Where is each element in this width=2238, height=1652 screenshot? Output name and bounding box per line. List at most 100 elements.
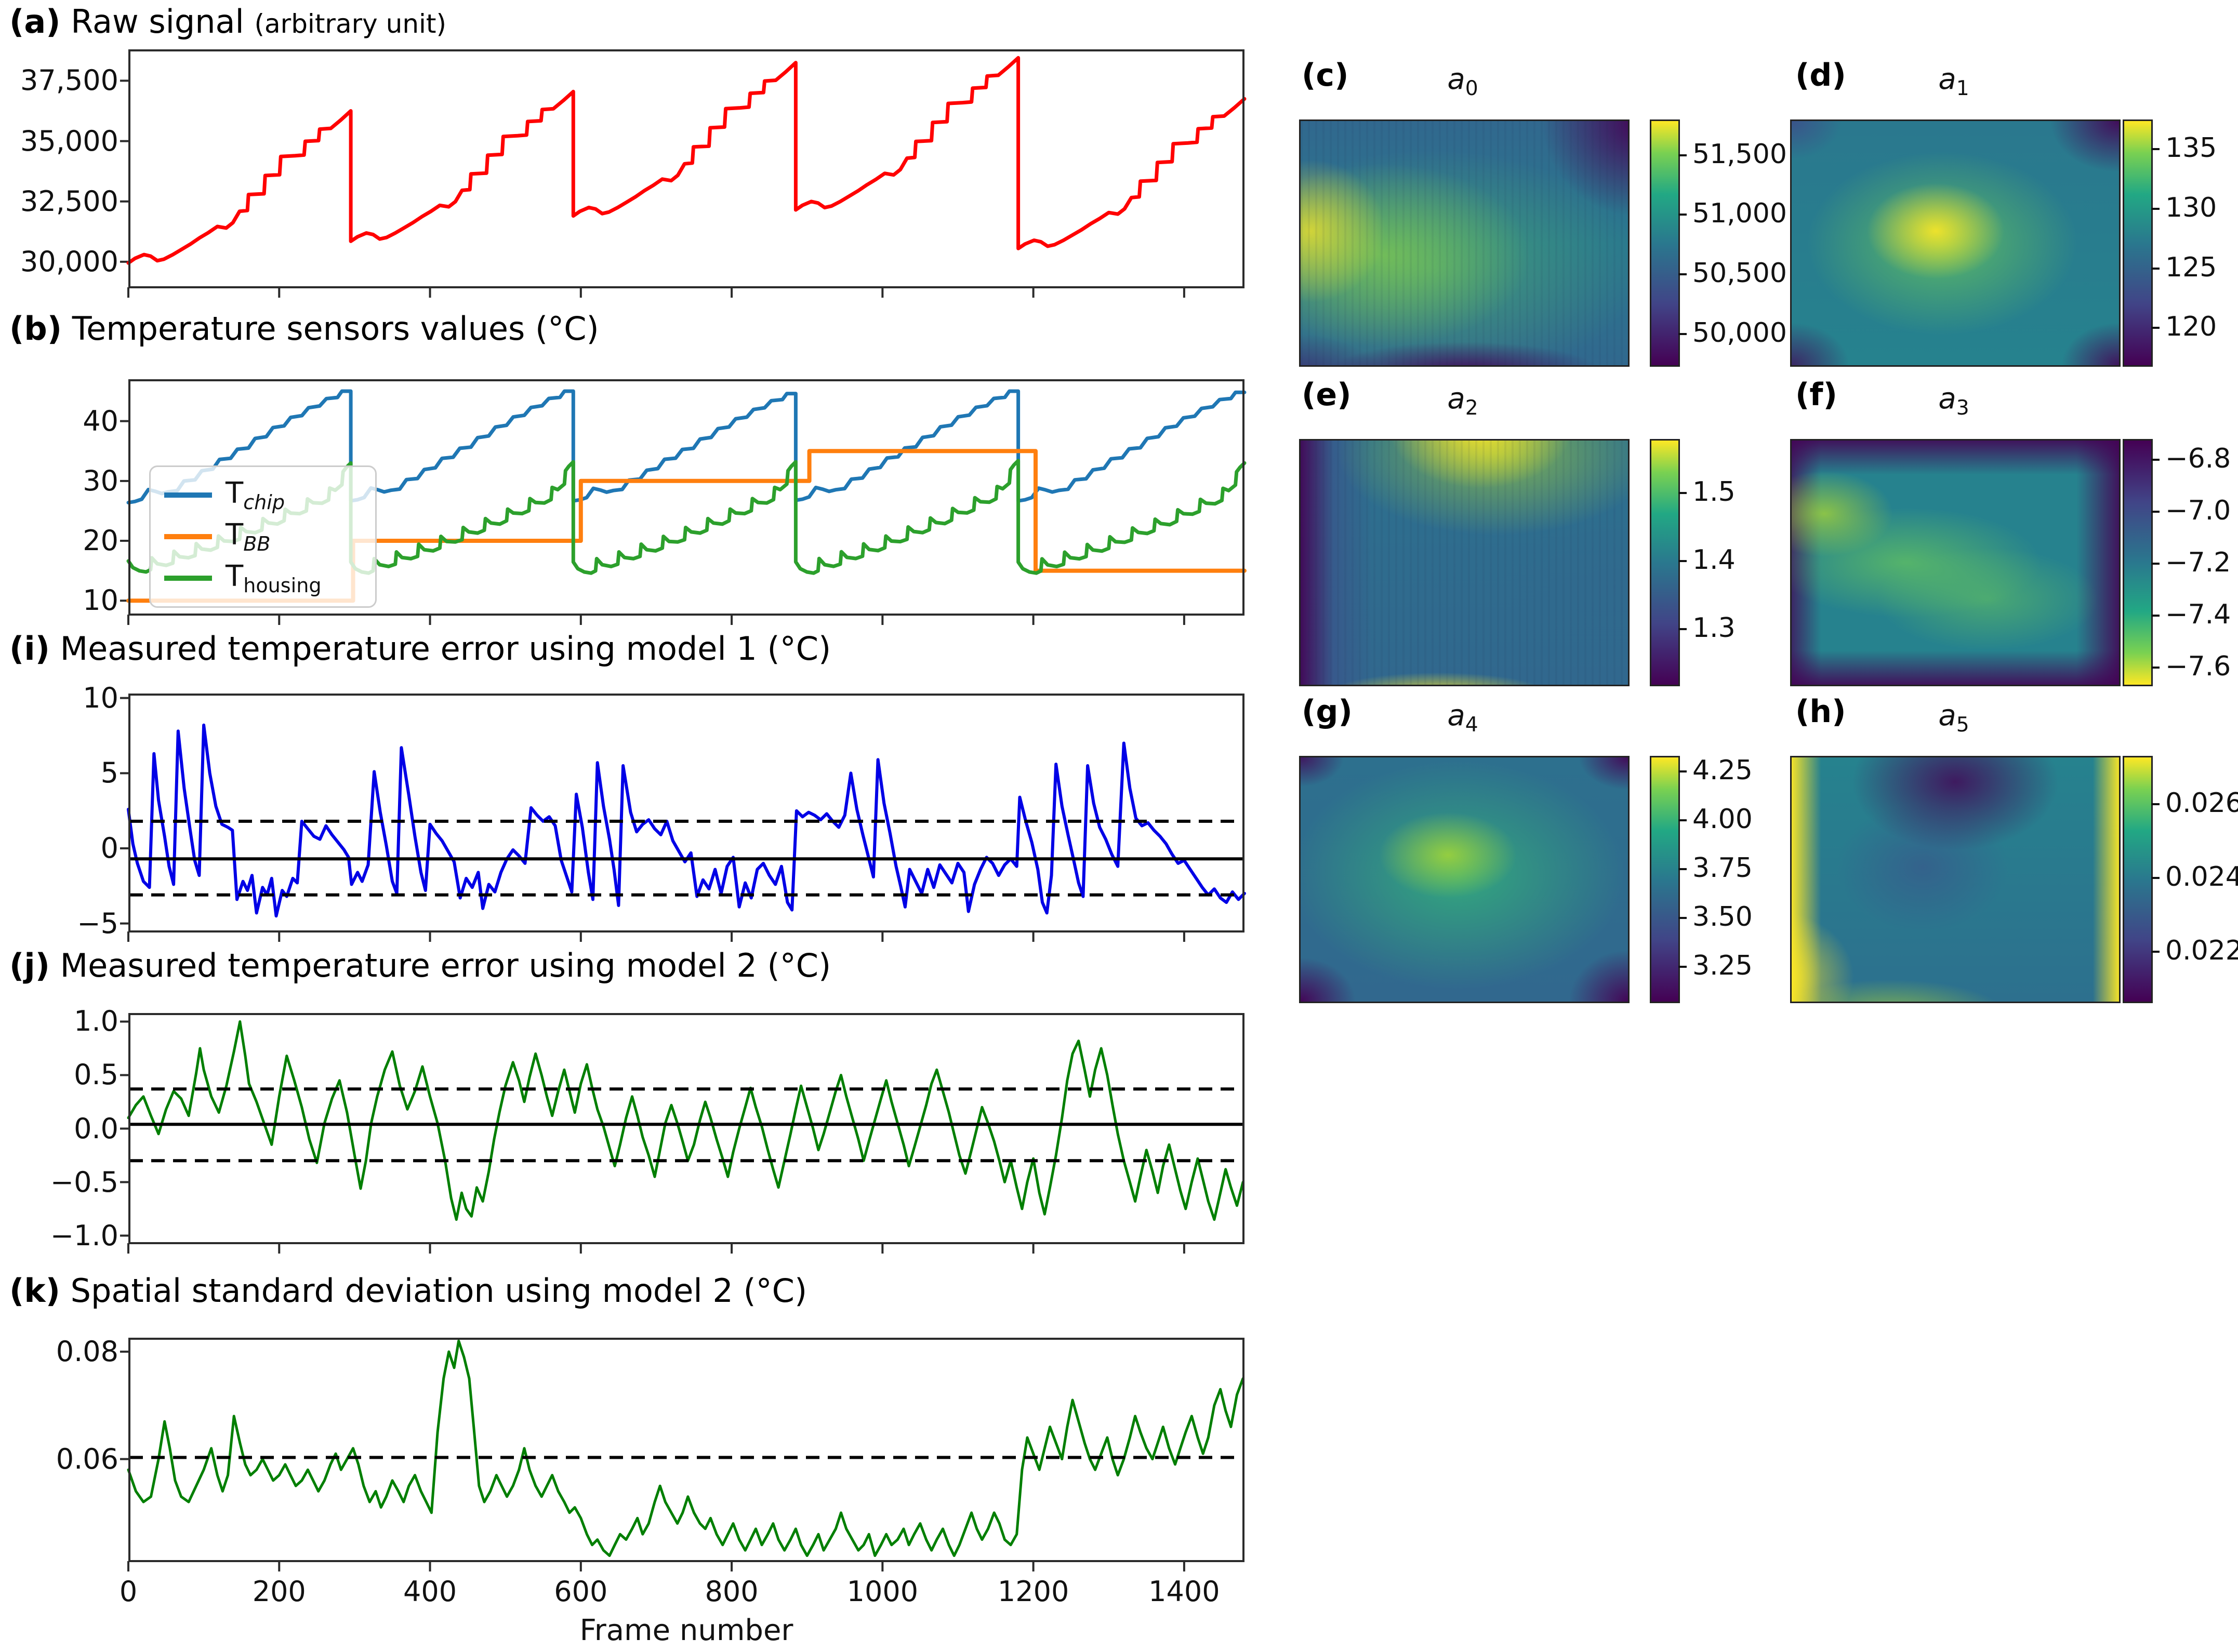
panel-j-label: (j) <box>9 947 50 984</box>
heatmap-g-label: (g) <box>1302 694 1353 730</box>
y-tick-label: 5 <box>100 756 118 790</box>
x-tick-label: 800 <box>705 1575 759 1608</box>
panel-j-title: (j) Measured temperature error using mod… <box>9 947 831 984</box>
colorbar-tick-label: 3.50 <box>1692 901 1753 933</box>
heatmap-f <box>1790 439 2121 686</box>
panel-i-title-text: Measured temperature error using model 1… <box>60 630 831 668</box>
legend: Tchip TBB Thousing <box>149 465 377 608</box>
y-tick-label: 10 <box>83 584 118 617</box>
legend-label-tchip: Tchip <box>226 476 285 514</box>
colorbar-tick-label: 50,500 <box>1692 257 1787 289</box>
colorbar-tick <box>1678 868 1687 871</box>
colorbar-tick-label: −7.6 <box>2165 650 2231 682</box>
series-spatial-std-model-2 <box>127 1339 1244 1557</box>
y-tick-label: 32,500 <box>20 184 118 218</box>
colorbar-tick <box>1678 628 1687 630</box>
colorbar-tick <box>1678 492 1687 495</box>
heatmap-c-label: (c) <box>1302 57 1349 94</box>
colorbar-tick-label: 0.024 <box>2165 861 2238 892</box>
panel-a-label: (a) <box>9 3 61 41</box>
panel-a-plot <box>120 49 1247 298</box>
panel-k-label: (k) <box>9 1272 60 1310</box>
colorbar-tick <box>2151 614 2160 617</box>
colorbar-tick-label: 1.3 <box>1692 612 1736 644</box>
colorbar-tick-label: −7.4 <box>2165 598 2231 630</box>
colorbar-tick <box>1678 560 1687 562</box>
colorbar-tick <box>2151 511 2160 513</box>
colorbar-tick-label: 130 <box>2165 192 2217 224</box>
y-tick-label: 0.5 <box>74 1058 118 1091</box>
colorbar-tick <box>2151 267 2160 270</box>
legend-item-thousing: Thousing <box>164 559 370 597</box>
y-tick-label: 20 <box>83 524 118 557</box>
colorbar-tick <box>2151 208 2160 210</box>
colorbar-tick-label: 125 <box>2165 251 2217 283</box>
heatmap-d <box>1790 119 2121 367</box>
colorbar-tick-label: 51,500 <box>1692 138 1787 170</box>
panel-b-title: (b) Temperature sensors values (°C) <box>9 310 599 348</box>
heatmap-f-title: a3 <box>1938 382 1969 420</box>
colorbar-tick <box>2151 148 2160 151</box>
colorbar-tick <box>2151 458 2160 461</box>
legend-line-sample-tbb <box>164 534 212 539</box>
legend-line-sample-thousing <box>164 576 212 581</box>
colorbar-f <box>2123 439 2153 686</box>
colorbar-g <box>1650 756 1680 1003</box>
colorbar-tick <box>2151 563 2160 565</box>
colorbar-tick <box>1678 273 1687 275</box>
series-T-chip <box>126 389 1247 504</box>
colorbar-h <box>2123 756 2153 1003</box>
colorbar-tick-label: 1.4 <box>1692 544 1736 576</box>
x-tick-label: 1200 <box>997 1575 1069 1608</box>
y-tick-label: 40 <box>83 404 118 437</box>
colorbar-e <box>1650 439 1680 686</box>
colorbar-tick-label: −7.2 <box>2165 547 2231 579</box>
colorbar-tick-label: 50,000 <box>1692 317 1787 349</box>
series-error-model-2 <box>127 1020 1244 1221</box>
colorbar-tick <box>1678 966 1687 968</box>
colorbar-tick-label: 0.022 <box>2165 935 2238 967</box>
colorbar-tick-label: 120 <box>2165 311 2217 343</box>
colorbar-tick-label: 3.25 <box>1692 950 1753 982</box>
panel-a-title-suffix: (arbitrary unit) <box>254 9 447 39</box>
colorbar-tick-label: 1.5 <box>1692 476 1736 508</box>
heatmap-h-label: (h) <box>1795 694 1846 730</box>
y-tick-label: 30,000 <box>20 245 118 278</box>
y-tick-label: 0.0 <box>74 1112 118 1145</box>
colorbar-tick <box>2151 327 2160 329</box>
colorbar-tick <box>1678 154 1687 156</box>
y-tick-label: 1.0 <box>74 1005 118 1038</box>
y-tick-label: 0 <box>100 831 118 864</box>
panel-a-title-text: Raw signal <box>71 3 244 41</box>
legend-label-thousing: Thousing <box>226 559 322 597</box>
y-tick-label: −1.0 <box>50 1219 118 1252</box>
panel-k-title-text: Spatial standard deviation using model 2… <box>70 1272 807 1310</box>
heatmap-h <box>1790 756 2121 1003</box>
heatmap-g <box>1299 756 1630 1003</box>
colorbar-tick-label: 135 <box>2165 132 2217 164</box>
colorbar-tick-label: 0.026 <box>2165 787 2238 819</box>
x-tick-label: 600 <box>554 1575 608 1608</box>
colorbar-tick-label: 4.00 <box>1692 804 1753 835</box>
x-tick-label: 1400 <box>1148 1575 1220 1608</box>
legend-line-sample-tchip <box>164 492 212 498</box>
series-error-model-1 <box>127 723 1246 918</box>
y-tick-label: 10 <box>83 681 118 714</box>
colorbar-tick-label: −6.8 <box>2165 443 2231 474</box>
y-tick-label: 37,500 <box>20 64 118 97</box>
y-tick-label: 35,000 <box>20 124 118 157</box>
heatmap-e-title: a2 <box>1447 382 1478 420</box>
colorbar-d <box>2123 119 2153 367</box>
colorbar-tick <box>2151 803 2160 805</box>
panel-i-label: (i) <box>9 630 50 668</box>
panel-i-plot <box>120 694 1246 942</box>
colorbar-tick <box>2151 951 2160 953</box>
x-tick-label: 0 <box>119 1575 138 1608</box>
heatmap-c-title: a0 <box>1447 62 1478 101</box>
panel-k-plot <box>120 1338 1244 1571</box>
y-tick-label: 0.06 <box>56 1442 118 1475</box>
colorbar-tick-label: 4.25 <box>1692 755 1753 787</box>
colorbar-tick <box>1678 214 1687 216</box>
panel-a-title: (a) Raw signal (arbitrary unit) <box>9 3 446 41</box>
